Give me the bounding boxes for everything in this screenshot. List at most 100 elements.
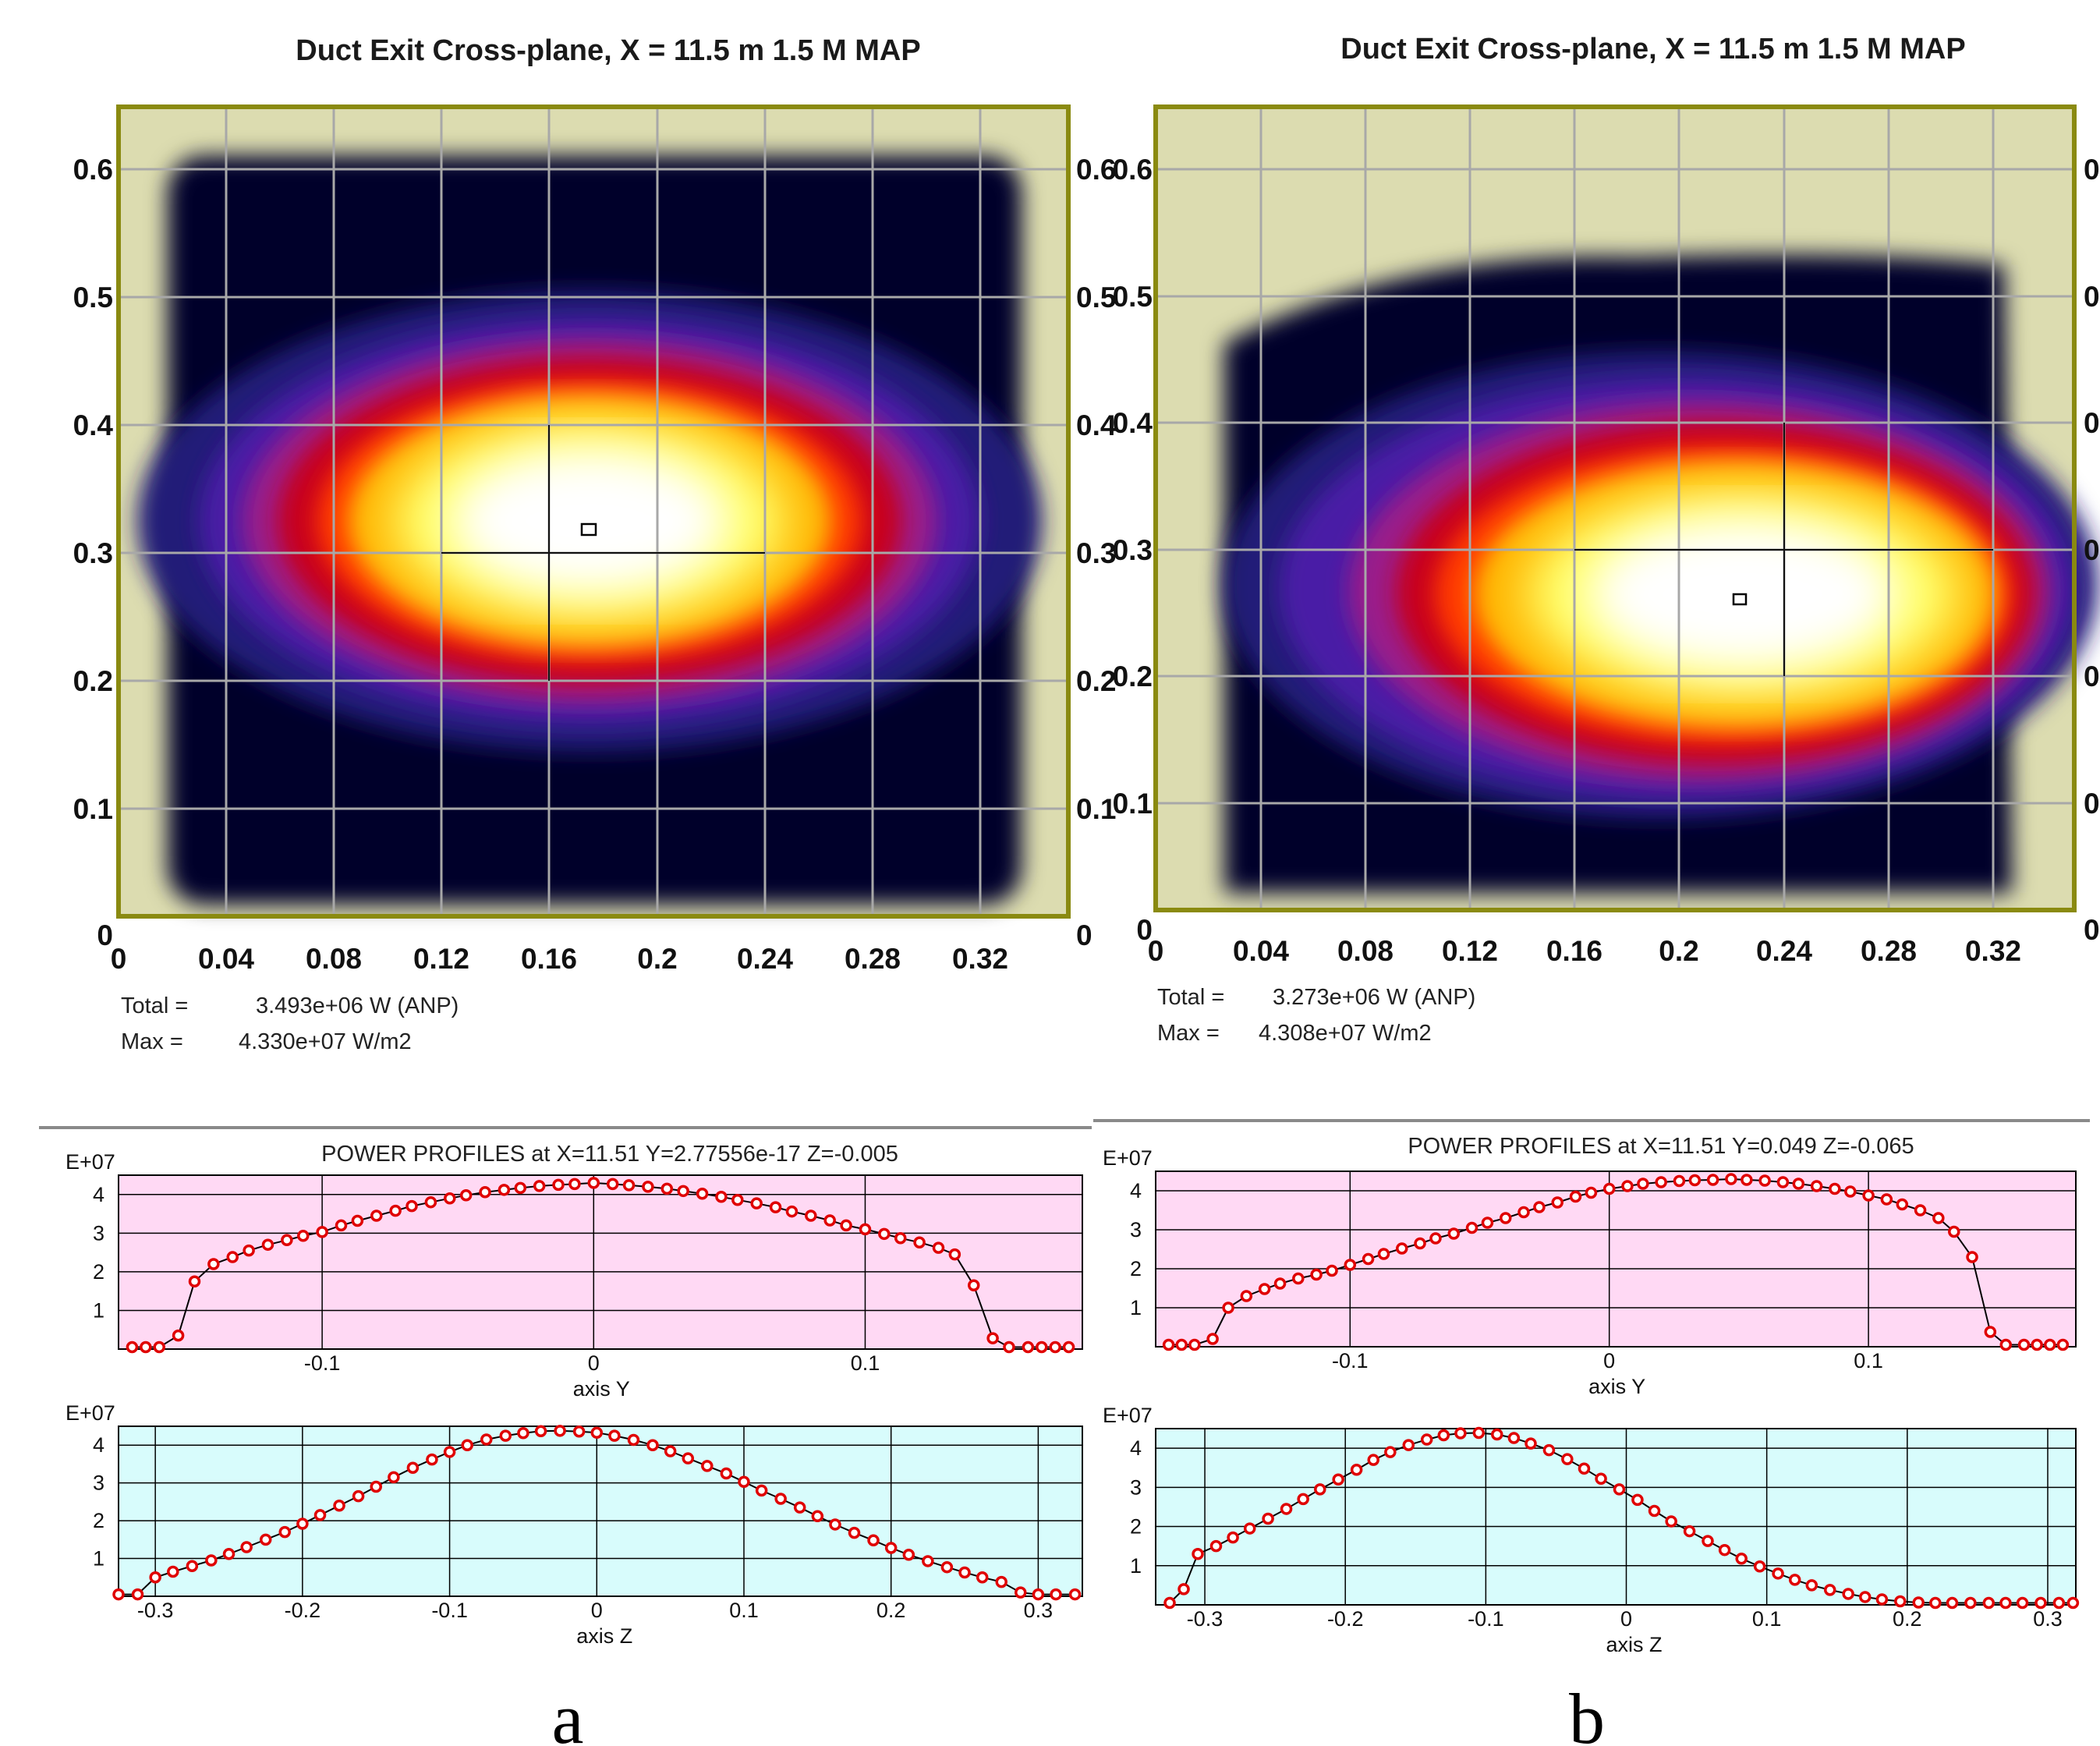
data-point — [1665, 1515, 1677, 1528]
right-tick: 0.3 — [1076, 537, 1116, 569]
data-point — [131, 1588, 144, 1601]
profile-chart-axis-z: 1 2 3 4 -0.3 -0.2 -0.1 0 0.1 0.2 0.3 E+07 axis Z — [66, 1401, 1083, 1648]
y-tick: 2 — [93, 1509, 104, 1532]
data-point — [622, 1179, 636, 1192]
data-point — [913, 1236, 926, 1248]
map-crosshair — [441, 425, 765, 681]
x-axis-label: axis Z — [576, 1624, 632, 1648]
data-point — [1688, 1174, 1702, 1187]
right-tick: 0 — [2084, 914, 2100, 946]
x-tick: 0.2 — [637, 943, 677, 975]
data-point — [1648, 1504, 1661, 1518]
profile-chart-axis-y: 1 2 3 4 -0.1 0 0.1 E+07 axis Y — [66, 1150, 1083, 1401]
map-info: Total = 3.273e+06 W (ANP) Max = 4.308e+0… — [1157, 985, 1475, 1046]
data-point — [1036, 1340, 1048, 1354]
total-value: 3.493e+06 W (ANP) — [256, 993, 459, 1018]
data-point — [1384, 1446, 1397, 1458]
data-point — [1332, 1473, 1344, 1486]
data-point — [1177, 1583, 1190, 1595]
data-point — [1206, 1333, 1219, 1345]
y-tick: 0.2 — [1113, 661, 1153, 692]
data-point — [1788, 1574, 1801, 1586]
x-tick: -0.2 — [285, 1599, 321, 1622]
max-value: 4.308e+07 W/m2 — [1259, 1021, 1432, 1046]
data-point — [296, 1518, 309, 1530]
data-point — [1273, 1277, 1287, 1290]
data-point — [554, 1425, 566, 1437]
y-tick: 0.3 — [1113, 534, 1153, 566]
data-point — [1894, 1595, 1907, 1608]
data-point — [1823, 1584, 1836, 1596]
map-title: Duct Exit Cross-plane, X = 11.5 m 1.5 M … — [1340, 33, 1965, 66]
data-point — [1362, 1252, 1375, 1266]
x-tick: 0.28 — [1861, 935, 1917, 967]
right-tick: 0.5 — [2084, 281, 2100, 313]
heat-map — [1153, 104, 2098, 912]
data-point — [608, 1429, 621, 1442]
panel-label: b — [1569, 1679, 1605, 1746]
data-point — [664, 1445, 677, 1457]
data-point — [1999, 1596, 2012, 1610]
data-point — [2031, 1338, 2043, 1351]
data-point — [867, 1534, 880, 1547]
x-tick: 0.04 — [198, 943, 254, 975]
plot-area — [1156, 1171, 2076, 1347]
data-point — [1880, 1193, 1893, 1206]
plot-frame — [1155, 1428, 2077, 1606]
x-tick: 0.12 — [413, 943, 469, 975]
data-point — [590, 1426, 604, 1439]
x-axis-label: axis Y — [573, 1377, 630, 1401]
x-tick: 0.24 — [737, 943, 793, 975]
data-point — [167, 1565, 179, 1578]
map-title: Duct Exit Cross-plane, X = 11.5 m 1.5 M … — [296, 34, 920, 67]
data-point — [186, 1560, 199, 1572]
exponent-label: E+07 — [1103, 1404, 1153, 1427]
data-point — [1637, 1178, 1649, 1190]
y-tick: 0 — [97, 919, 113, 951]
profile-chart-axis-y: 1 2 3 4 -0.1 0 0.1 E+07 axis Y — [1103, 1146, 2077, 1398]
right-tick: 0.1 — [1076, 793, 1116, 825]
right-tick: 0.4 — [2084, 407, 2100, 439]
data-point — [222, 1547, 235, 1560]
y-tick: 2 — [1130, 1257, 1142, 1280]
data-point — [995, 1575, 1008, 1588]
data-point — [335, 1219, 348, 1232]
x-tick: 0 — [1603, 1349, 1615, 1372]
data-point — [720, 1467, 733, 1480]
data-point — [1718, 1543, 1731, 1557]
data-point — [1982, 1596, 1996, 1610]
data-point — [1062, 1340, 1075, 1354]
data-point — [389, 1204, 402, 1217]
data-point — [848, 1526, 861, 1539]
data-point — [1175, 1338, 1188, 1351]
plot-frame — [118, 1174, 1083, 1350]
x-tick: -0.3 — [1187, 1607, 1224, 1631]
data-point — [1613, 1483, 1626, 1496]
data-point — [2034, 1596, 2047, 1610]
data-point — [755, 1484, 768, 1497]
x-tick: -0.2 — [1327, 1607, 1364, 1631]
data-point — [172, 1329, 185, 1342]
panel-a: Duct Exit Cross-plane, X = 11.5 m 1.5 M … — [39, 34, 1117, 1746]
data-point — [1706, 1174, 1719, 1186]
exponent-label: E+07 — [66, 1401, 115, 1425]
data-point — [2044, 1338, 2056, 1351]
data-point — [932, 1241, 945, 1254]
data-point — [1447, 1227, 1461, 1240]
x-tick: 0.16 — [1546, 935, 1602, 967]
profiles-title: POWER PROFILES at X=11.51 Y=0.049 Z=-0.0… — [1408, 1134, 1914, 1159]
data-point — [2016, 1596, 2029, 1610]
data-point — [1507, 1432, 1521, 1444]
data-point — [406, 1461, 420, 1475]
data-point — [976, 1571, 989, 1584]
y-tick: 0.4 — [1113, 407, 1153, 439]
data-point — [1683, 1525, 1696, 1538]
data-point — [1014, 1586, 1027, 1599]
x-axis-label: axis Y — [1588, 1375, 1645, 1398]
data-point — [480, 1433, 493, 1446]
data-point — [1243, 1522, 1256, 1535]
data-point — [1542, 1443, 1556, 1457]
data-point — [738, 1475, 750, 1488]
data-point — [1875, 1593, 1889, 1606]
panel-b: Duct Exit Cross-plane, X = 11.5 m 1.5 M … — [1093, 33, 2100, 1746]
